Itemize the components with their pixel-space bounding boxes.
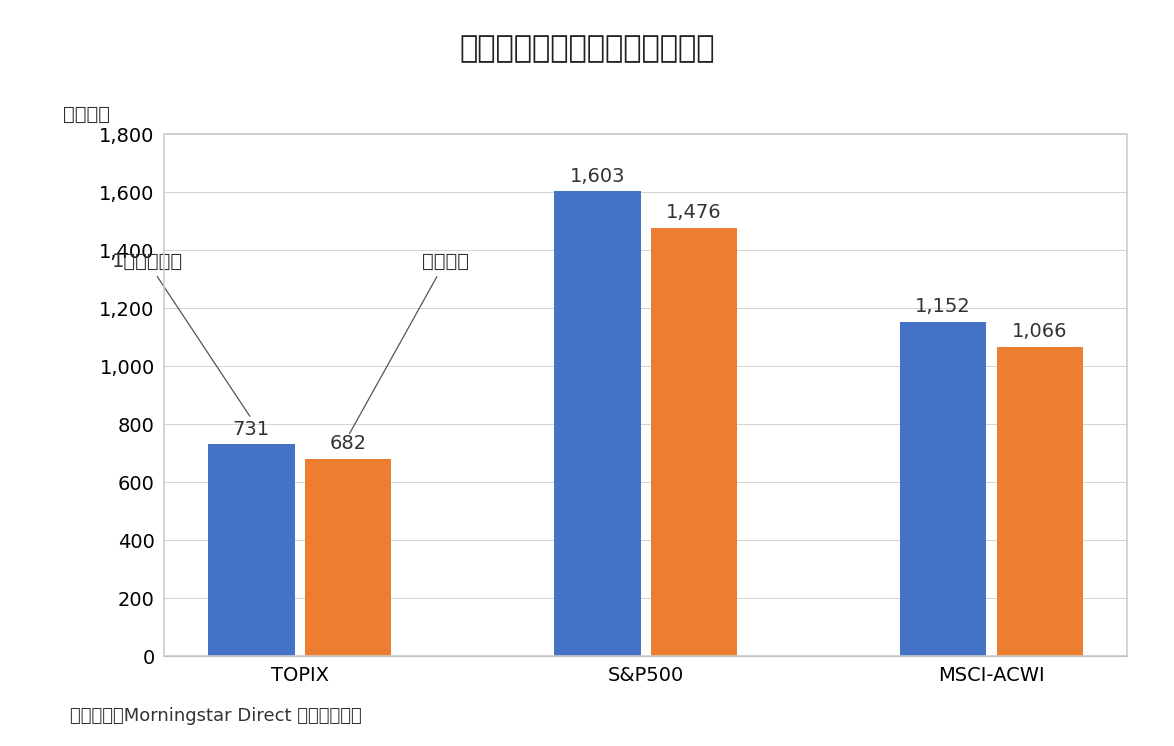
Text: 731: 731 [232, 419, 270, 439]
Bar [997, 347, 1084, 656]
Text: 1月一括投資: 1月一括投資 [112, 252, 250, 416]
Text: （万円）: （万円） [63, 105, 110, 124]
Text: 1,476: 1,476 [667, 204, 722, 222]
Bar [650, 228, 737, 656]
Bar [900, 322, 986, 656]
Bar [208, 445, 295, 656]
Text: 682: 682 [330, 434, 366, 453]
Text: 「１月一括投資」が有利だった: 「１月一括投資」が有利だった [459, 34, 715, 63]
Text: 1,066: 1,066 [1012, 322, 1068, 342]
Bar [305, 459, 391, 656]
Text: 1,152: 1,152 [916, 298, 971, 316]
Text: 1,603: 1,603 [569, 166, 625, 186]
Text: （資料）　Morningstar Direct より筆者作成: （資料） Morningstar Direct より筆者作成 [70, 707, 363, 725]
Text: 毎月投資: 毎月投資 [350, 252, 468, 433]
Bar [554, 192, 641, 656]
